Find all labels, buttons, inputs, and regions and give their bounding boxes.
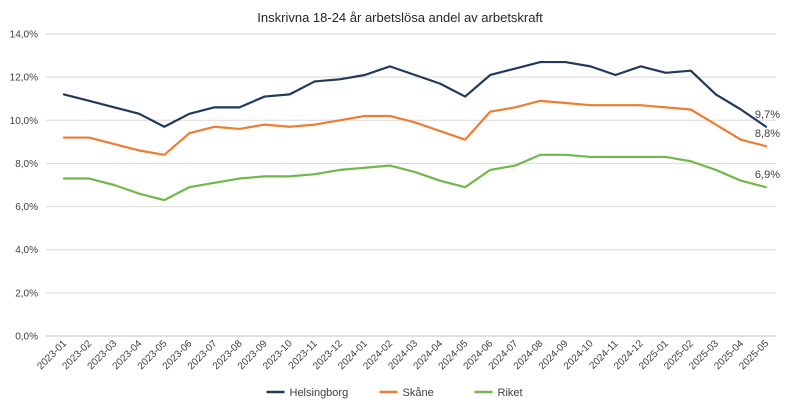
x-axis-tick-labels: 2023-012023-022023-032023-042023-052023-… xyxy=(35,338,771,372)
y-tick-label: 14,0% xyxy=(10,30,38,41)
y-tick-label: 4,0% xyxy=(15,245,38,256)
series-line-skåne xyxy=(62,99,768,156)
y-tick-label: 0,0% xyxy=(15,332,38,343)
end-value-label: 8,8% xyxy=(755,128,780,140)
legend-label: Skåne xyxy=(403,387,434,399)
y-tick-label: 8,0% xyxy=(15,159,38,170)
y-tick-label: 12,0% xyxy=(10,73,38,84)
series-line-riket xyxy=(62,153,768,202)
y-axis-tick-labels: 0,0% 2,0% 4,0% 6,0% 8,0% 10,0% 12,0% 14,0% xyxy=(10,30,38,343)
series-lines xyxy=(62,60,768,202)
end-value-label: 6,9% xyxy=(755,169,780,181)
gridlines xyxy=(46,33,776,337)
legend: Helsingborg Skåne Riket xyxy=(266,387,523,399)
end-value-labels: 9,7% 8,8% 6,9% xyxy=(755,109,780,181)
series-line-helsingborg xyxy=(62,60,768,128)
chart-title: Inskrivna 18-24 år arbetslösa andel av a… xyxy=(257,10,543,25)
legend-label: Helsingborg xyxy=(290,387,349,399)
y-tick-label: 2,0% xyxy=(15,288,38,299)
legend-label: Riket xyxy=(498,387,523,399)
y-tick-label: 10,0% xyxy=(10,116,38,127)
end-value-label: 9,7% xyxy=(755,109,780,121)
y-tick-label: 6,0% xyxy=(15,202,38,213)
